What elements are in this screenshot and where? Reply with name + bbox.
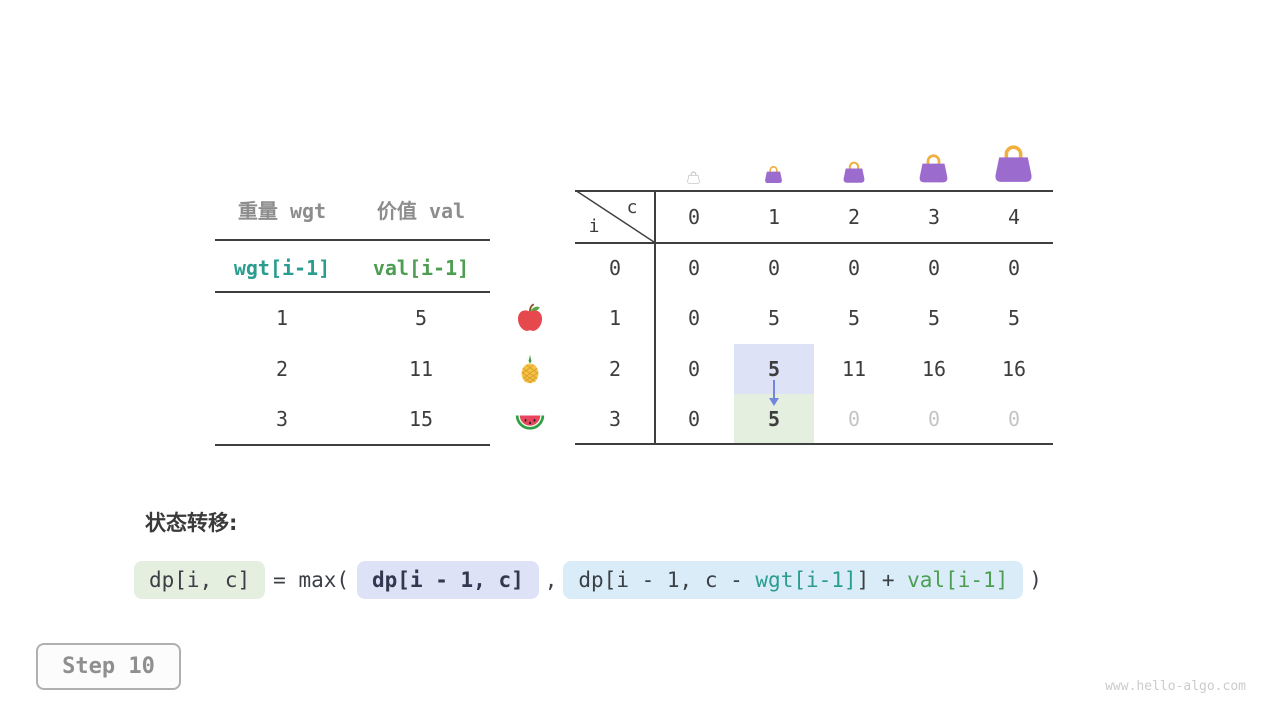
state-transition-label: 状态转移: [145, 511, 238, 535]
bag-icon [916, 151, 951, 184]
dp-col-header: 4 [1007, 205, 1021, 229]
dp-cell: 16 [921, 357, 947, 381]
dp-col-header: 1 [767, 205, 781, 229]
divider [215, 291, 490, 293]
bag-icon-empty [686, 170, 701, 184]
dp-cell: 5 [767, 306, 781, 330]
dp-cell: 0 [687, 256, 701, 280]
pineapple-icon [514, 353, 546, 385]
formula-take-val: val[i-1] [907, 568, 1009, 592]
dp-row-label: 3 [608, 407, 622, 431]
formula-take-wgt: wgt[i-1] [755, 568, 857, 592]
dp-cell: 0 [687, 306, 701, 330]
item-weight: 3 [275, 407, 289, 431]
dp-cell: 0 [847, 256, 861, 280]
dp-cell: 0 [927, 256, 941, 280]
formula-take-mid: ] + [856, 568, 908, 592]
items-subheader-wgt: wgt[i-1] [233, 256, 331, 280]
corner-col-var: c [626, 197, 638, 218]
dp-cell: 0 [687, 407, 701, 431]
dp-cell: 5 [847, 306, 861, 330]
dp-cell: 0 [1007, 407, 1021, 431]
step-badge: Step 10 [36, 643, 181, 690]
dp-cell: 0 [767, 256, 781, 280]
dp-cell: 0 [687, 357, 701, 381]
divider [654, 190, 656, 445]
divider [575, 443, 1053, 445]
dp-cell-target: 5 [767, 407, 781, 431]
divider [215, 239, 490, 241]
dp-row-label: 0 [608, 256, 622, 280]
formula-eq-max: = max( [273, 568, 350, 592]
dp-cell: 0 [847, 407, 861, 431]
divider [575, 242, 1053, 244]
bag-icon [763, 164, 784, 184]
formula-lhs: dp[i, c] [134, 561, 266, 599]
formula-option-take: dp[i - 1, c - wgt[i-1]] + val[i-1] [563, 561, 1024, 599]
dp-cell: 0 [927, 407, 941, 431]
formula-close-paren: ) [1029, 568, 1042, 592]
transition-arrow-icon [769, 380, 779, 406]
formula-comma: , [544, 568, 558, 592]
watermelon-icon [514, 403, 546, 435]
divider [575, 190, 1053, 192]
formula-option-keep: dp[i - 1, c] [357, 561, 539, 599]
items-subheader-val: val[i-1] [372, 256, 470, 280]
formula-take-pre: dp[i - 1, c - [578, 568, 756, 592]
dp-cell: 5 [1007, 306, 1021, 330]
item-value: 15 [408, 407, 434, 431]
state-transition-formula: dp[i, c] = max( dp[i - 1, c] , dp[i - 1,… [134, 557, 1048, 603]
dp-cell: 0 [1007, 256, 1021, 280]
dp-cell: 5 [927, 306, 941, 330]
bag-icon [841, 159, 867, 184]
corner-diagonal [575, 190, 654, 242]
dp-cell: 11 [841, 357, 867, 381]
items-header-weight: 重量 wgt [237, 199, 327, 223]
divider [215, 444, 490, 446]
item-weight: 1 [275, 306, 289, 330]
dp-row-label: 1 [608, 306, 622, 330]
apple-icon [514, 302, 546, 334]
corner-row-var: i [588, 216, 600, 237]
dp-row-label: 2 [608, 357, 622, 381]
dp-col-header: 0 [687, 205, 701, 229]
dp-cell: 16 [1001, 357, 1027, 381]
bag-icon [991, 141, 1036, 184]
item-weight: 2 [275, 357, 289, 381]
items-header-value: 价值 val [376, 199, 466, 223]
dp-col-header: 2 [847, 205, 861, 229]
dp-col-header: 3 [927, 205, 941, 229]
watermark: www.hello-algo.com [1105, 679, 1246, 694]
item-value: 5 [414, 306, 428, 330]
dp-cell-source: 5 [767, 357, 781, 381]
item-value: 11 [408, 357, 434, 381]
